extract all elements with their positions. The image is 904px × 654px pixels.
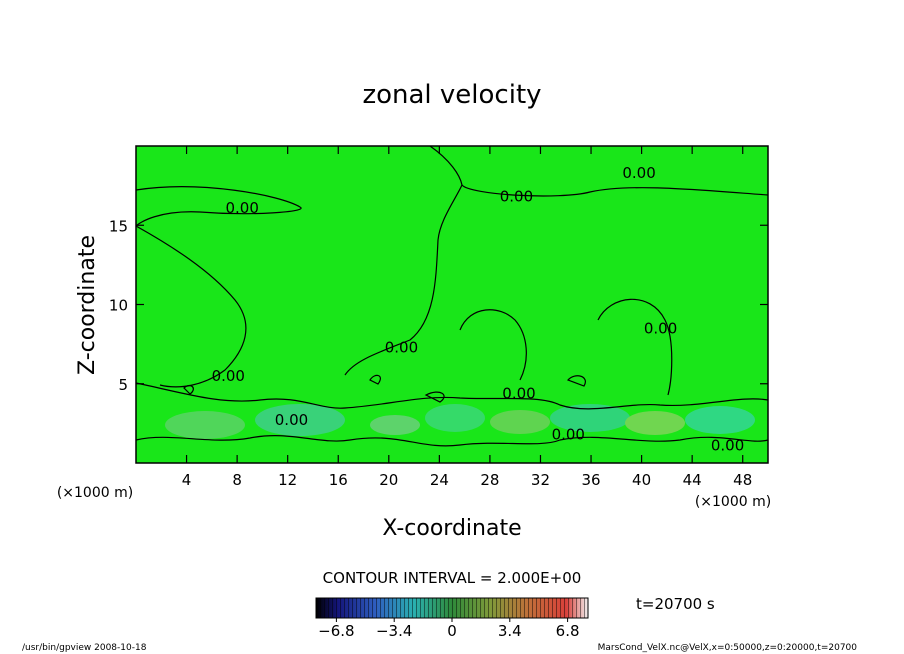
x-tick-label: 8 — [232, 471, 242, 489]
near-surface-bands — [165, 404, 755, 439]
contour-label: 0.00 — [275, 411, 308, 429]
contour-lines — [135, 145, 769, 447]
contour-label: 0.00 — [622, 164, 655, 182]
x-tick-label: 48 — [733, 471, 752, 489]
contour-label: 0.00 — [711, 437, 744, 455]
y-ticks: 5 10 15 — [109, 217, 768, 394]
y-tick-label: 15 — [109, 217, 128, 235]
colorbar: −6.8 −3.4 0 3.4 6.8 — [315, 597, 589, 640]
x-tick-label: 28 — [480, 471, 499, 489]
x-tick-label: 44 — [683, 471, 702, 489]
plot-area: 0.000.000.000.000.000.000.000.000.000.00… — [109, 145, 769, 489]
y-tick-label: 10 — [109, 297, 128, 315]
colorbar-tick-label: −6.8 — [318, 622, 354, 640]
time-label: t=20700 s — [636, 595, 715, 613]
contour-labels: 0.00 0.00 0.00 0.00 0.00 0.00 0.00 0.00 0.00 0.00 — [212, 164, 745, 455]
y-axis-title: Z-coordinate — [75, 235, 100, 375]
colorbar-stripes — [316, 598, 588, 618]
x-tick-label: 20 — [379, 471, 398, 489]
chart-title: zonal velocity — [362, 80, 541, 110]
colorbar-tick-label: 0 — [447, 622, 457, 640]
x-tick-label: 12 — [278, 471, 297, 489]
footer-right: MarsCond_VelX.nc@VelX,x=0:50000,z=0:2000… — [598, 643, 858, 653]
contour-label: 0.00 — [644, 319, 677, 337]
x-axis-unit: (×1000 m) — [695, 494, 771, 510]
x-axis-title: X-coordinate — [382, 516, 521, 541]
contour-interval: CONTOUR INTERVAL = 2.000E+00 — [323, 569, 582, 587]
x-tick-label: 32 — [531, 471, 550, 489]
contour-label: 0.00 — [552, 425, 585, 443]
y-axis-unit: (×1000 m) — [57, 485, 133, 501]
footer-left: /usr/bin/gpview 2008-10-18 — [22, 643, 147, 653]
x-tick-label: 40 — [632, 471, 651, 489]
x-tick-label: 36 — [581, 471, 600, 489]
x-tick-label: 16 — [329, 471, 348, 489]
x-tick-label: 24 — [430, 471, 449, 489]
contour-label: 0.00 — [385, 338, 418, 356]
colorbar-tick-label: 6.8 — [556, 622, 580, 640]
contour-label: 0.00 — [225, 199, 258, 217]
colorbar-ticks: −6.8 −3.4 0 3.4 6.8 — [318, 618, 580, 640]
colorbar-tick-label: −3.4 — [376, 622, 412, 640]
contour-label: 0.00 — [500, 188, 533, 206]
contour-label: 0.00 — [212, 367, 245, 385]
x-ticks: 4 8 12 16 20 24 28 32 36 40 44 48 — [182, 146, 752, 489]
colorbar-tick-label: 3.4 — [498, 622, 522, 640]
y-tick-label: 5 — [118, 376, 128, 394]
contour-label: 0.00 — [502, 384, 535, 402]
x-tick-label: 4 — [182, 471, 192, 489]
